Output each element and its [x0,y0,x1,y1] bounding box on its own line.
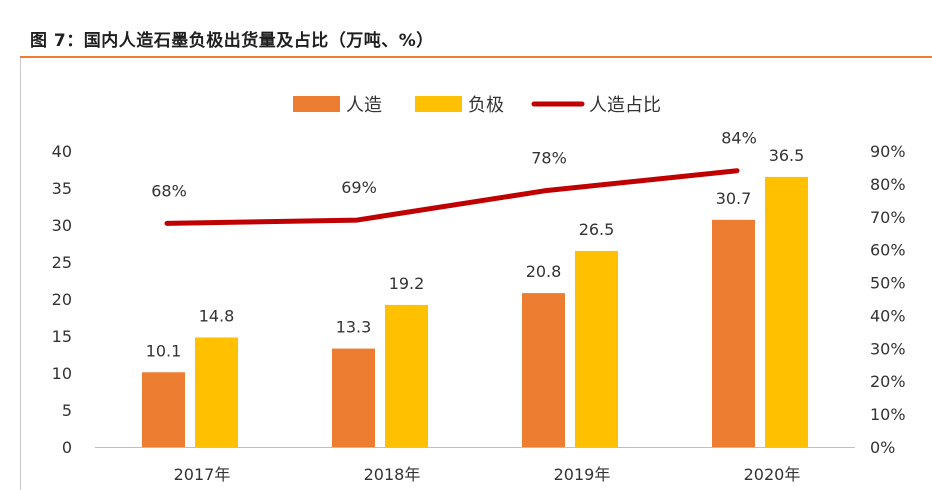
line-data-label: 69% [341,178,377,197]
x-tick-label: 2019年 [554,465,611,484]
bars [142,176,808,447]
bar-data-label: 20.8 [526,262,562,281]
y-right-tick-label: 70% [870,208,906,227]
y-right-tick-label: 50% [870,274,906,293]
x-tick-label: 2018年 [364,465,421,484]
y-left-tick-label: 0 [62,438,72,457]
figure-title: 图 7：国内人造石墨负极出货量及占比（万吨、%） [30,31,434,51]
y-right-tick-label: 30% [870,339,906,358]
bar-data-label: 36.5 [769,146,805,165]
legend-label: 负极 [468,95,504,116]
y-left-tick-label: 10 [52,364,72,383]
line-人造占比 [164,168,740,226]
bar-负极-2019年 [575,250,618,447]
bar-负极-2020年 [765,176,808,447]
line-data-label: 78% [531,148,567,167]
y-left-tick-label: 25 [52,253,72,272]
line-data-label: 68% [151,181,187,200]
y-right-tick-label: 60% [870,241,906,260]
legend-label: 人造 [346,95,382,116]
bar-data-label: 26.5 [579,220,615,239]
y-axis-right: 0% 10% 20% 30% 40% 50% 60% 70% 80% 90% [870,142,906,457]
y-right-tick-label: 80% [870,175,906,194]
y-left-tick-label: 40 [52,142,72,161]
y-axis-left: 0 5 10 15 20 25 30 35 40 [52,142,72,457]
y-left-tick-label: 35 [52,179,72,198]
legend-swatch-artificial [293,96,340,112]
legend-label: 人造占比 [589,95,661,116]
bar-负极-2017年 [195,337,238,447]
y-left-tick-label: 15 [52,327,72,346]
y-right-tick-label: 0% [870,438,895,457]
bar-data-label: 30.7 [716,189,752,208]
bar-data-label: 10.1 [146,341,182,360]
x-tick-label: 2017年 [174,465,231,484]
y-left-tick-label: 5 [62,401,72,420]
y-left-tick-label: 30 [52,216,72,235]
bar-data-label: 19.2 [389,274,425,293]
y-right-tick-label: 10% [870,405,906,424]
bar-data-label: 13.3 [336,318,372,337]
bar-data-label: 14.8 [199,306,235,325]
x-tick-label: 2020年 [744,465,801,484]
data-labels: 10.1 13.3 20.8 30.7 14.8 19.2 26.5 36.5 68% 69% 78… [146,129,805,361]
legend: 人造 负极 人造占比 [293,95,661,116]
bar-人造-2017年 [142,372,185,447]
y-right-tick-label: 20% [870,372,906,391]
bar-人造-2018年 [332,348,375,447]
x-axis-ticks: 2017年 2018年 2019年 2020年 [174,465,801,484]
frame-left-border [20,58,21,490]
bar-人造-2019年 [522,293,565,447]
y-left-tick-label: 20 [52,290,72,309]
legend-swatch-anode [415,96,462,112]
share-line [164,168,740,226]
bar-人造-2020年 [712,219,755,447]
y-right-tick-label: 90% [870,142,906,161]
title-rule [20,56,932,58]
line-data-label: 84% [721,129,757,148]
bar-负极-2018年 [385,304,428,447]
y-right-tick-label: 40% [870,306,906,325]
